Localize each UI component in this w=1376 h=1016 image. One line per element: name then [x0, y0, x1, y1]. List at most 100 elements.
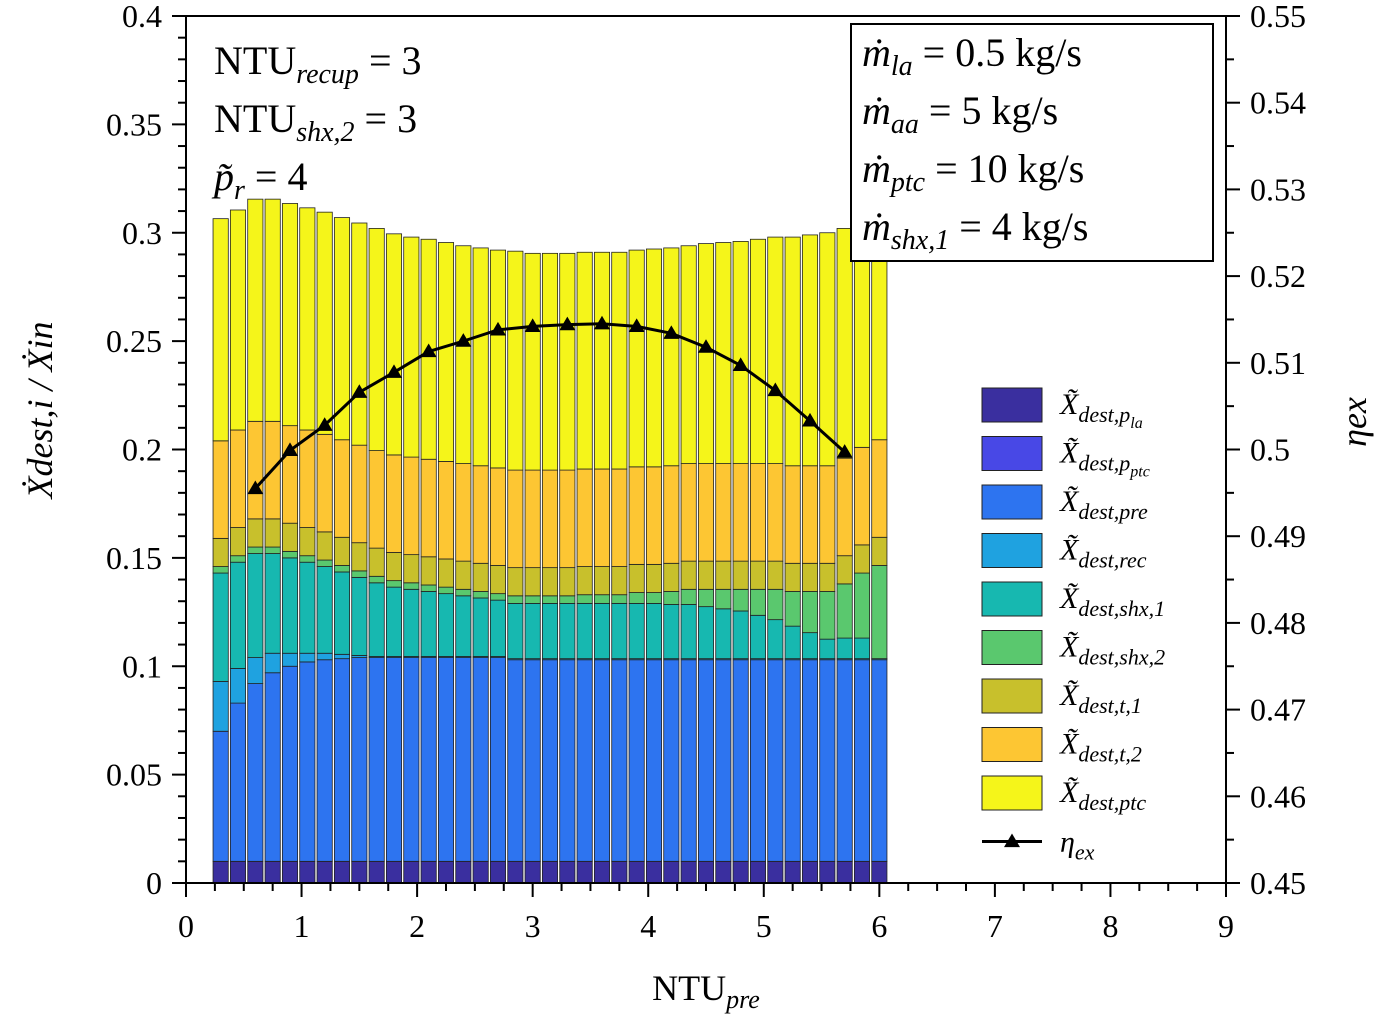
legend-swatch-8 — [981, 775, 1043, 811]
axis-tick-labels: 0 1 2 3 4 5 6 7 8 9 0 0.05 0.1 0.15 0.2 0.25 0.3 0.35 0.4 0… — [106, 0, 1306, 944]
bar-segment-8-5 — [299, 207, 316, 431]
bar-segment-7-16 — [489, 467, 507, 566]
bar-segment-2-10 — [385, 657, 403, 862]
box-annotation-0-sub: la — [891, 51, 913, 82]
legend-label-sub-1: dest,p — [1078, 451, 1130, 476]
bar-segment-8-31 — [749, 238, 767, 464]
bar-segment-2-7 — [333, 658, 351, 862]
parameter-box-frame — [850, 23, 1214, 262]
bar-segment-8-27 — [680, 245, 697, 464]
box-annotation-2-value: = 10 kg/s — [925, 146, 1084, 191]
y2-tick-label-3: 0.48 — [1250, 605, 1306, 641]
legend-swatch-4 — [981, 581, 1043, 617]
bar-segment-7-27 — [680, 463, 697, 562]
bar-segment-4-2 — [247, 553, 264, 658]
bar-segment-8-28 — [697, 243, 715, 464]
bar-segment-6-8 — [351, 542, 368, 572]
bar-segment-5-18 — [524, 595, 541, 604]
bar-segment-8-16 — [489, 249, 507, 469]
bar-segment-4-34 — [801, 632, 819, 660]
bar-segment-7-18 — [524, 469, 541, 569]
bar-segment-5-31 — [749, 588, 767, 616]
legend-label-main-7: X̃ — [1059, 728, 1080, 761]
legend-label-sub-0: dest,p — [1078, 402, 1130, 427]
bar-segment-6-11 — [403, 554, 420, 584]
efficiency-point-3 — [351, 384, 368, 398]
bar-segment-7-4 — [281, 425, 299, 524]
bar-segment-8-9 — [368, 228, 385, 451]
bar-segment-2-3 — [264, 672, 281, 862]
bar-segment-4-20 — [559, 602, 576, 660]
box-annotation-3-value: = 4 kg/s — [949, 204, 1088, 249]
legend-line-label-sub: ex — [1075, 840, 1095, 865]
bar-segment-4-5 — [299, 561, 316, 654]
legend-label-main-1: X̃ — [1059, 437, 1080, 470]
bar-segment-4-14 — [455, 595, 472, 657]
legend-label-6: X̃dest,t,1 — [1059, 679, 1142, 718]
bar-segment-4-17 — [507, 602, 524, 660]
efficiency-point-16 — [802, 412, 818, 427]
box-annotation-0: ṁla = 0.5 kg/s — [862, 30, 1082, 82]
bar-segment-0-38 — [871, 860, 888, 884]
box-annotation-3-main: ṁ — [862, 204, 891, 249]
bar-segment-5-38 — [871, 565, 888, 660]
bar-segment-8-7 — [333, 217, 351, 441]
bar-segment-6-30 — [732, 560, 749, 590]
x-axis-label: NTUpre — [652, 968, 760, 1014]
bar-segment-0-36 — [836, 860, 853, 884]
legend-label-sub-5: dest,shx,2 — [1078, 645, 1165, 670]
bar-segment-7-22 — [593, 468, 611, 567]
efficiency-point-17 — [836, 444, 853, 458]
box-annotation-2-sub: ptc — [889, 167, 926, 198]
box-annotation-1-main: ṁ — [862, 88, 891, 133]
y2-tick-label-7: 0.52 — [1250, 258, 1306, 294]
bar-segment-0-23 — [611, 860, 628, 884]
bar-segment-6-12 — [420, 556, 437, 586]
bar-segment-4-28 — [697, 606, 715, 660]
y2-tick-label-10: 0.55 — [1250, 0, 1306, 34]
bar-segment-7-19 — [541, 469, 559, 569]
bar-segment-3-3 — [264, 652, 281, 674]
bar-segment-2-29 — [715, 659, 732, 862]
bar-segment-7-7 — [333, 439, 351, 538]
bar-segment-8-15 — [472, 247, 489, 467]
bar-segment-2-9 — [368, 657, 385, 862]
y-tick-label-7: 0.35 — [106, 106, 162, 142]
legend: X̃dest,plaX̃dest,pptcX̃dest,preX̃dest,re… — [981, 387, 1165, 865]
box-annotation-2-main: ṁ — [862, 146, 891, 191]
bar-segment-5-27 — [680, 588, 697, 605]
bar-segment-7-2 — [247, 420, 264, 520]
legend-label-main-2: X̃ — [1059, 485, 1080, 518]
efficiency-point-4 — [386, 364, 402, 378]
bar-segment-0-31 — [749, 860, 767, 884]
bar-segment-6-2 — [247, 518, 264, 548]
bar-segment-2-15 — [472, 657, 489, 862]
bar-segment-2-23 — [611, 659, 628, 862]
bar-segment-6-19 — [541, 567, 559, 597]
bar-segment-8-34 — [801, 234, 819, 467]
bar-segment-7-29 — [715, 463, 732, 562]
bar-segment-3-2 — [247, 657, 264, 684]
bar-segment-2-0 — [212, 730, 229, 862]
bar-segment-0-37 — [853, 860, 871, 884]
bar-segment-6-33 — [784, 562, 801, 592]
bar-segment-7-10 — [385, 454, 403, 553]
bar-segment-5-10 — [385, 580, 403, 588]
legend-label-main-8: X̃ — [1059, 776, 1080, 809]
bar-segment-8-33 — [784, 236, 801, 467]
bar-segment-8-30 — [732, 241, 749, 464]
bar-segment-6-36 — [836, 555, 853, 585]
bar-segment-6-7 — [333, 536, 351, 566]
bar-segment-2-6 — [316, 659, 333, 862]
box-annotation-0-main: ṁ — [862, 30, 891, 75]
bar-segment-2-16 — [489, 657, 507, 862]
y2-tick-label-1: 0.46 — [1250, 778, 1306, 814]
bar-segment-2-8 — [351, 657, 368, 862]
bar-segment-7-9 — [368, 450, 385, 549]
bar-segment-8-6 — [316, 211, 333, 435]
bar-segment-0-18 — [524, 860, 541, 884]
bar-segment-4-7 — [333, 571, 351, 655]
bar-segment-5-15 — [472, 591, 489, 599]
legend-label-1: X̃dest,pptc — [1059, 437, 1150, 481]
bar-segment-0-1 — [229, 860, 247, 884]
